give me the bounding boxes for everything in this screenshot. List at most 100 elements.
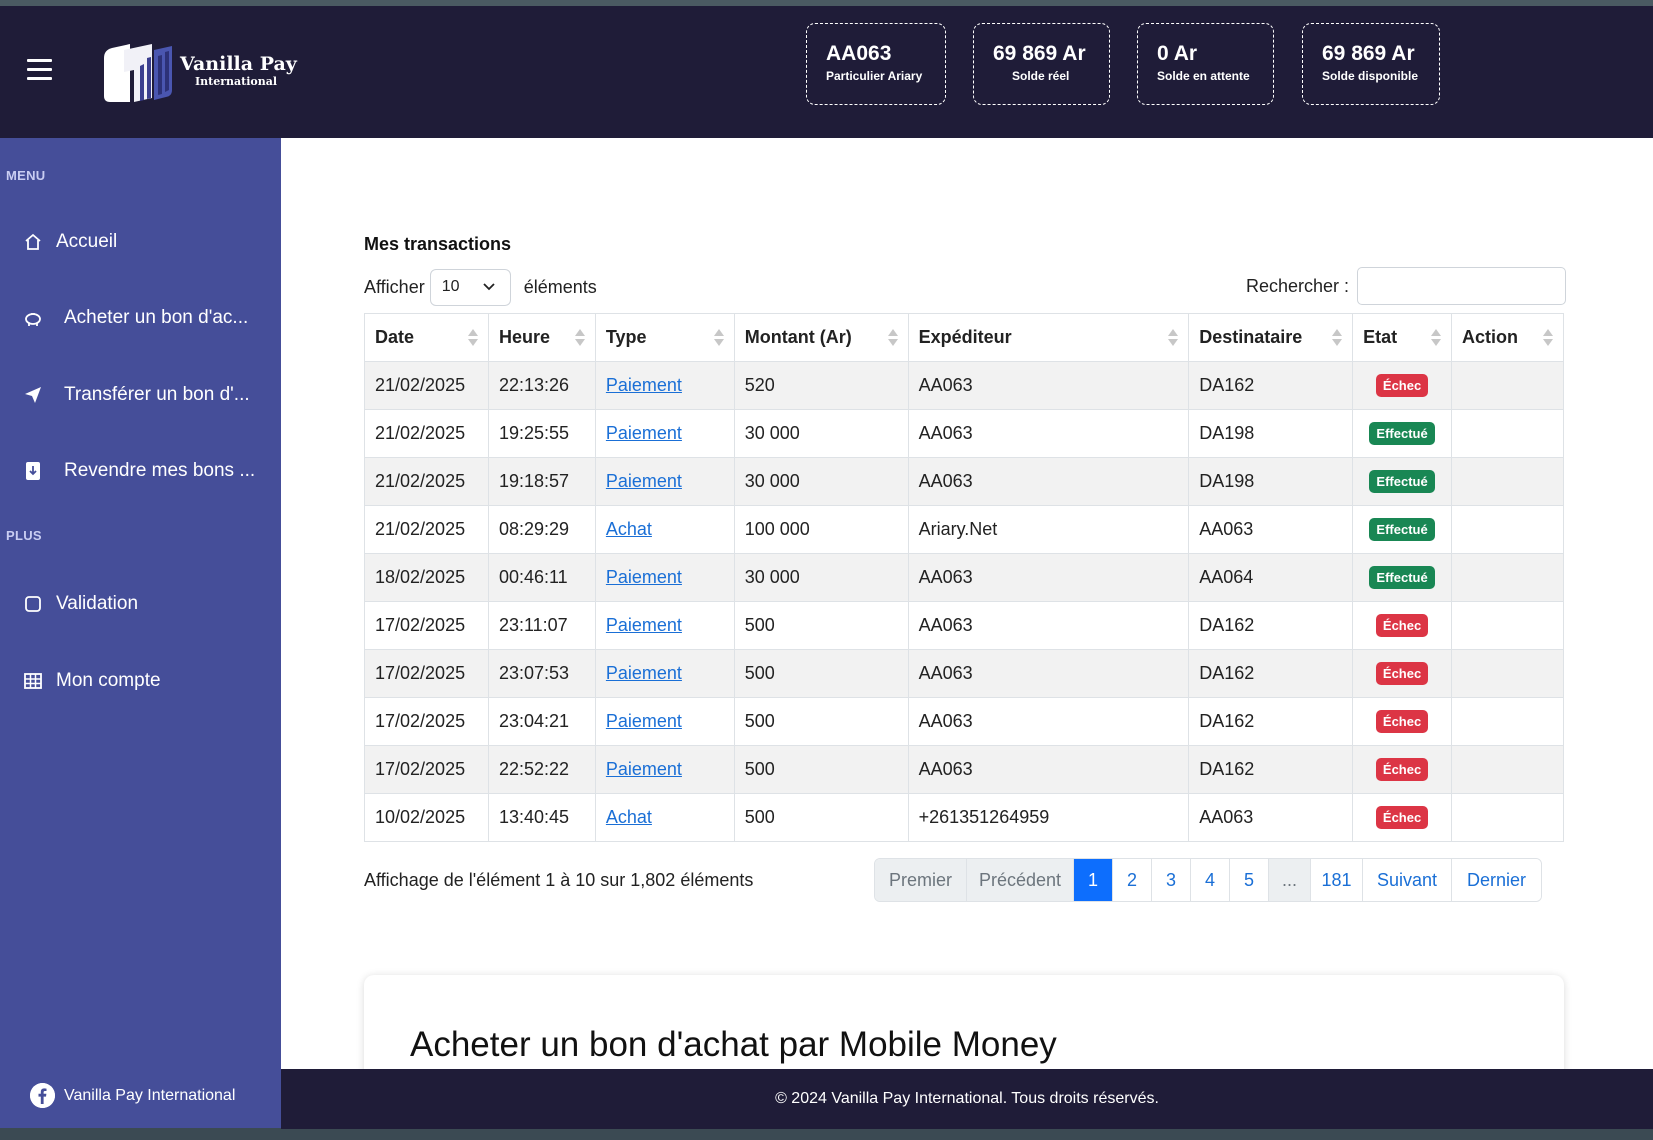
sidebar-item-label: Acheter un bon d'ac... (64, 307, 249, 328)
col-header-destinataire[interactable]: Destinataire (1188, 313, 1354, 362)
cell-montant: 500 (733, 745, 909, 794)
col-header-montant[interactable]: Montant (Ar) (733, 313, 909, 362)
cell-action[interactable] (1451, 745, 1564, 794)
cell-heure: 19:25:55 (487, 409, 596, 458)
cell-montant: 520 (733, 361, 909, 410)
page-5-button[interactable]: 5 (1229, 859, 1268, 901)
page-last-button[interactable]: Dernier (1451, 859, 1541, 901)
page-previous-button[interactable]: Précédent (966, 859, 1073, 901)
page-1-button[interactable]: 1 (1073, 859, 1112, 901)
col-header-etat[interactable]: Etat (1352, 313, 1453, 362)
sidebar-section-plus: PLUS (6, 528, 42, 543)
sidebar-item-label: Transférer un bon d'... (64, 384, 250, 405)
sidebar-facebook-link[interactable]: Vanilla Pay International (30, 1083, 235, 1108)
table-row: 21/02/2025 08:29:29 Achat 100 000 Ariary.Net… (364, 505, 1564, 554)
sidebar-item-validation[interactable]: Validation (22, 587, 138, 621)
cell-heure: 19:18:57 (487, 457, 596, 506)
cell-etat: Échec (1352, 649, 1453, 698)
cell-heure: 22:13:26 (487, 361, 596, 410)
type-link[interactable]: Paiement (605, 759, 682, 779)
logo-text: Vanilla Pay International (180, 53, 297, 89)
hamburger-menu-icon[interactable] (27, 59, 52, 81)
stat-solde-reel: 69 869 Ar Solde réel (973, 23, 1110, 105)
cell-action[interactable] (1451, 409, 1564, 458)
page-next-button[interactable]: Suivant (1362, 859, 1451, 901)
cell-action[interactable] (1451, 505, 1564, 554)
cell-expediteur: +261351264959 (907, 793, 1190, 842)
cell-destinataire: DA162 (1188, 361, 1354, 410)
sidebar-item-acheter[interactable]: Acheter un bon d'ac... (22, 301, 248, 335)
type-link[interactable]: Paiement (605, 375, 682, 395)
cell-expediteur: AA063 (907, 457, 1190, 506)
type-link[interactable]: Paiement (605, 663, 682, 683)
page-4-button[interactable]: 4 (1190, 859, 1229, 901)
page-length-control: Afficher 10 éléments (364, 268, 597, 306)
type-link[interactable]: Paiement (605, 615, 682, 635)
stat-account: AA063 Particulier Ariary (806, 23, 946, 105)
col-header-type[interactable]: Type (594, 313, 735, 362)
sort-icon (1332, 329, 1343, 347)
cell-action[interactable] (1451, 793, 1564, 842)
type-link[interactable]: Paiement (605, 471, 682, 491)
table-row: 18/02/2025 00:46:11 Paiement 30 000 AA063 AA0… (364, 553, 1564, 602)
cell-montant: 500 (733, 649, 909, 698)
stat-value: 69 869 Ar (1322, 42, 1415, 65)
page-last-number-button[interactable]: 181 (1310, 859, 1362, 901)
stat-value: AA063 (826, 42, 892, 65)
cell-type: Paiement (594, 457, 735, 506)
status-badge: Échec (1375, 758, 1429, 781)
search-input[interactable] (1357, 267, 1567, 305)
cell-type: Paiement (594, 745, 735, 794)
page-ellipsis: ... (1268, 859, 1310, 901)
col-header-action[interactable]: Action (1451, 313, 1564, 362)
cell-heure: 08:29:29 (487, 505, 596, 554)
page-2-button[interactable]: 2 (1112, 859, 1151, 901)
cell-action[interactable] (1451, 457, 1564, 506)
sidebar-item-accueil[interactable]: Accueil (22, 225, 117, 259)
logo-line1: Vanilla Pay (180, 53, 297, 75)
sort-icon (1543, 329, 1553, 347)
table-header-row: Date Heure Type Montant (Ar) Expéditeur … (364, 313, 1564, 362)
col-header-heure[interactable]: Heure (487, 313, 596, 362)
page-first-button[interactable]: Premier (875, 859, 966, 901)
cell-etat: Échec (1352, 793, 1453, 842)
sidebar-item-mon-compte[interactable]: Mon compte (22, 664, 161, 698)
cell-destinataire: AA063 (1188, 505, 1354, 554)
cell-heure: 00:46:11 (487, 553, 596, 602)
cell-heure: 23:04:21 (487, 697, 596, 746)
sidebar-item-label: Mon compte (56, 670, 161, 691)
type-link[interactable]: Paiement (605, 567, 682, 587)
type-link[interactable]: Achat (605, 807, 652, 827)
cell-type: Achat (594, 793, 735, 842)
sidebar-item-label: Accueil (56, 231, 118, 252)
logo[interactable]: Vanilla Pay International (100, 40, 297, 106)
cell-destinataire: DA162 (1188, 697, 1354, 746)
stat-label: Solde réel (1012, 69, 1070, 83)
sidebar-item-transferer[interactable]: Transférer un bon d'... (22, 378, 250, 412)
card-title: Acheter un bon d'achat par Mobile Money (410, 1025, 1057, 1064)
type-link[interactable]: Paiement (605, 711, 682, 731)
cell-action[interactable] (1451, 649, 1564, 698)
cell-action[interactable] (1451, 553, 1564, 602)
page-length-select[interactable]: 10 (429, 268, 511, 306)
type-link[interactable]: Paiement (605, 423, 682, 443)
table-row: 17/02/2025 23:11:07 Paiement 500 AA063 DA162 É… (364, 601, 1564, 650)
page-3-button[interactable]: 3 (1151, 859, 1190, 901)
cell-expediteur: AA063 (907, 361, 1190, 410)
cell-destinataire: AA063 (1188, 793, 1354, 842)
cell-type: Paiement (594, 361, 735, 410)
cell-action[interactable] (1451, 361, 1564, 410)
col-header-date[interactable]: Date (364, 313, 489, 362)
cell-montant: 500 (733, 601, 909, 650)
type-link[interactable]: Achat (605, 519, 652, 539)
cell-action[interactable] (1451, 601, 1564, 650)
cell-destinataire: DA198 (1188, 457, 1354, 506)
stat-solde-attente: 0 Ar Solde en attente (1137, 23, 1274, 105)
cell-date: 17/02/2025 (364, 601, 489, 650)
cell-action[interactable] (1451, 697, 1564, 746)
top-header: Vanilla Pay International AA063 Particul… (0, 6, 1653, 138)
cell-type: Paiement (594, 409, 735, 458)
sidebar-item-revendre[interactable]: Revendre mes bons ... (22, 454, 255, 488)
cell-etat: Effectué (1352, 409, 1453, 458)
col-header-expediteur[interactable]: Expéditeur (907, 313, 1190, 362)
